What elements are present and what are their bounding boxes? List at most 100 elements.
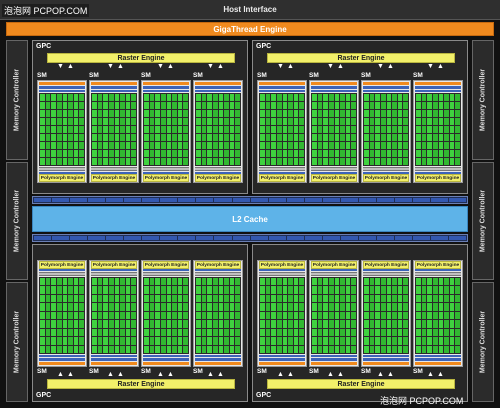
cuda-core	[172, 150, 177, 157]
cuda-core	[114, 303, 120, 311]
cuda-core	[235, 134, 240, 141]
cuda-core	[40, 320, 45, 328]
cuda-core	[160, 294, 166, 303]
cuda-core	[392, 134, 397, 141]
polymorph-engine: Polymorph Engine	[195, 261, 241, 269]
cuda-core	[73, 158, 79, 165]
cuda-core	[144, 286, 149, 294]
cuda-core	[56, 303, 62, 311]
cuda-core	[235, 345, 240, 353]
cuda-core	[438, 142, 444, 149]
cuda-core	[183, 94, 188, 101]
cuda-core	[62, 311, 68, 320]
cuda-core	[432, 294, 438, 303]
cuda-core	[149, 102, 155, 109]
cuda-core	[323, 94, 328, 101]
streaming-multiprocessor: Polymorph Engine	[257, 260, 307, 367]
cuda-core	[177, 118, 183, 125]
cuda-core	[416, 150, 421, 157]
cuda-core	[282, 286, 288, 294]
cuda-core	[317, 110, 323, 117]
cuda-core	[299, 311, 304, 320]
cuda-core	[149, 294, 155, 303]
cuda-core	[317, 294, 323, 303]
cuda-core	[40, 278, 45, 286]
cuda-core	[160, 320, 166, 328]
cuda-core	[62, 94, 68, 101]
cuda-core	[149, 134, 155, 141]
cuda-core	[345, 278, 351, 286]
cuda-core	[125, 142, 131, 149]
cuda-core	[40, 286, 45, 294]
cuda-core	[160, 94, 166, 101]
cuda-core	[328, 142, 334, 149]
cuda-core	[364, 134, 369, 141]
cuda-core	[340, 278, 345, 286]
cuda-core	[172, 345, 177, 353]
cuda-core	[144, 118, 149, 125]
cuda-core	[62, 110, 68, 117]
cuda-core	[196, 337, 201, 345]
cuda-core	[120, 110, 125, 117]
cuda-core	[224, 102, 229, 109]
cuda-core	[177, 328, 183, 337]
cuda-core	[375, 94, 380, 101]
cuda-core	[131, 303, 136, 311]
polymorph-engine: Polymorph Engine	[311, 261, 357, 269]
cuda-core	[271, 294, 276, 303]
cuda-core	[68, 320, 73, 328]
cuda-core	[212, 126, 218, 133]
cuda-core	[416, 134, 421, 141]
cuda-core	[103, 311, 108, 320]
cuda-core	[299, 320, 304, 328]
cuda-core	[421, 134, 427, 141]
cuda-core	[103, 94, 108, 101]
sm-label: SM	[257, 368, 267, 375]
cuda-core	[224, 286, 229, 294]
cuda-core	[438, 278, 444, 286]
cuda-core	[427, 158, 432, 165]
cuda-core	[155, 328, 160, 337]
flow-arrow-icon: ▲	[167, 371, 174, 378]
cuda-core	[427, 142, 432, 149]
cuda-core	[351, 311, 356, 320]
cuda-core	[416, 345, 421, 353]
cuda-core	[108, 337, 114, 345]
cuda-core	[149, 94, 155, 101]
cuda-core	[375, 158, 380, 165]
cuda-core	[392, 158, 397, 165]
cuda-core	[160, 303, 166, 311]
cuda-core	[380, 142, 386, 149]
cuda-core	[328, 294, 334, 303]
cuda-core	[155, 142, 160, 149]
cuda-core	[155, 118, 160, 125]
cuda-core	[317, 345, 323, 353]
cuda-core	[416, 118, 421, 125]
cuda-core	[229, 134, 235, 141]
flow-arrow-icon: ▼	[157, 63, 164, 70]
cuda-core	[183, 320, 188, 328]
cuda-core	[97, 118, 103, 125]
cuda-core	[438, 311, 444, 320]
cuda-core	[449, 286, 455, 294]
texture-unit	[91, 167, 137, 171]
cuda-core	[183, 278, 188, 286]
cuda-core	[276, 294, 282, 303]
cuda-core	[271, 142, 276, 149]
cuda-core	[265, 278, 271, 286]
cuda-core	[97, 110, 103, 117]
streaming-multiprocessor: Polymorph Engine	[37, 260, 87, 367]
cuda-core	[334, 337, 340, 345]
cuda-core	[317, 320, 323, 328]
cuda-core	[312, 94, 317, 101]
sm-label: SM	[257, 72, 267, 79]
cuda-core-grid	[259, 277, 305, 354]
cuda-core	[120, 118, 125, 125]
cuda-core	[196, 110, 201, 117]
cuda-core	[351, 328, 356, 337]
cuda-core	[79, 102, 84, 109]
cuda-core	[432, 102, 438, 109]
cuda-core	[328, 110, 334, 117]
cuda-core	[386, 142, 392, 149]
cuda-core	[62, 142, 68, 149]
